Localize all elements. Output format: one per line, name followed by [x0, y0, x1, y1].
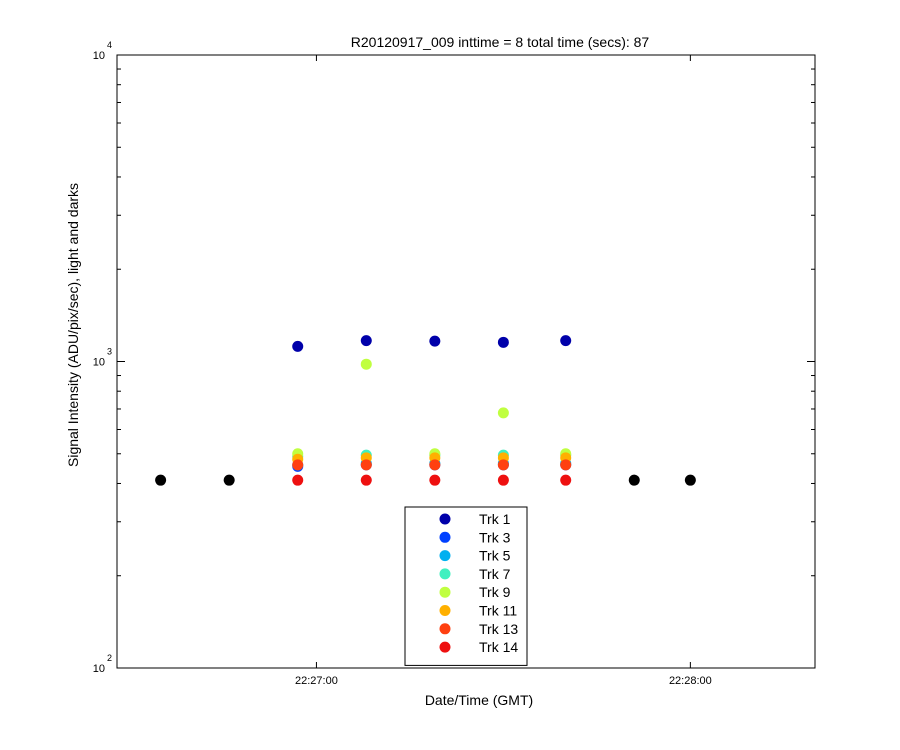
x-axis-ticks: 22:27:00 22:28:00 — [295, 55, 712, 687]
data-point — [292, 459, 304, 471]
data-point — [360, 335, 372, 347]
data-point — [497, 336, 509, 348]
data-point — [429, 335, 441, 347]
legend-marker — [439, 531, 451, 543]
data-point — [429, 459, 441, 471]
data-point — [429, 474, 441, 486]
chart-title: R20120917_009 inttime = 8 total time (se… — [351, 34, 650, 50]
legend-label: Trk 5 — [479, 548, 511, 564]
data-point — [560, 459, 572, 471]
legend-marker — [439, 641, 451, 653]
data-point — [628, 474, 640, 486]
data-point — [497, 474, 509, 486]
y-tick-label: 10 — [93, 357, 105, 369]
legend-marker — [439, 586, 451, 598]
legend: Trk 1 Trk 3 Trk 5 Trk 7 Trk 9 Trk 11 Trk 13 Trk… — [404, 506, 528, 666]
legend-box — [404, 506, 528, 666]
data-point — [497, 459, 509, 471]
legend-marker — [439, 605, 451, 616]
legend-marker — [439, 513, 451, 525]
y-tick-label: 10 — [93, 50, 105, 62]
data-point — [360, 358, 372, 370]
y-tick-exponent: 4 — [107, 40, 112, 50]
data-point — [292, 474, 304, 486]
data-point — [155, 474, 167, 486]
y-tick-label: 10 — [93, 663, 105, 675]
legend-label: Trk 9 — [479, 584, 511, 600]
legend-label: Trk 14 — [479, 639, 518, 655]
data-point — [292, 340, 304, 352]
data-point — [223, 474, 235, 486]
legend-label: Trk 1 — [479, 511, 511, 527]
data-point — [360, 474, 372, 486]
legend-label: Trk 7 — [479, 566, 511, 582]
data-point — [560, 474, 572, 486]
legend-marker — [439, 550, 451, 562]
data-point — [497, 407, 509, 419]
legend-label: Trk 11 — [479, 603, 517, 619]
data-point — [684, 474, 696, 486]
y-axis-label: Signal Intensity (ADU/pix/sec), light an… — [65, 183, 81, 467]
legend-label: Trk 13 — [479, 621, 518, 637]
data-point — [560, 335, 572, 347]
legend-label: Trk 3 — [479, 529, 511, 545]
y-tick-exponent: 2 — [107, 653, 112, 663]
x-axis-label: Date/Time (GMT) — [425, 692, 533, 708]
legend-marker — [439, 568, 451, 580]
x-tick-label: 22:27:00 — [295, 675, 338, 687]
x-tick-label: 22:28:00 — [669, 675, 712, 687]
data-point — [360, 459, 372, 471]
y-tick-exponent: 3 — [107, 347, 112, 357]
legend-marker — [439, 623, 451, 635]
data-points — [155, 335, 696, 486]
